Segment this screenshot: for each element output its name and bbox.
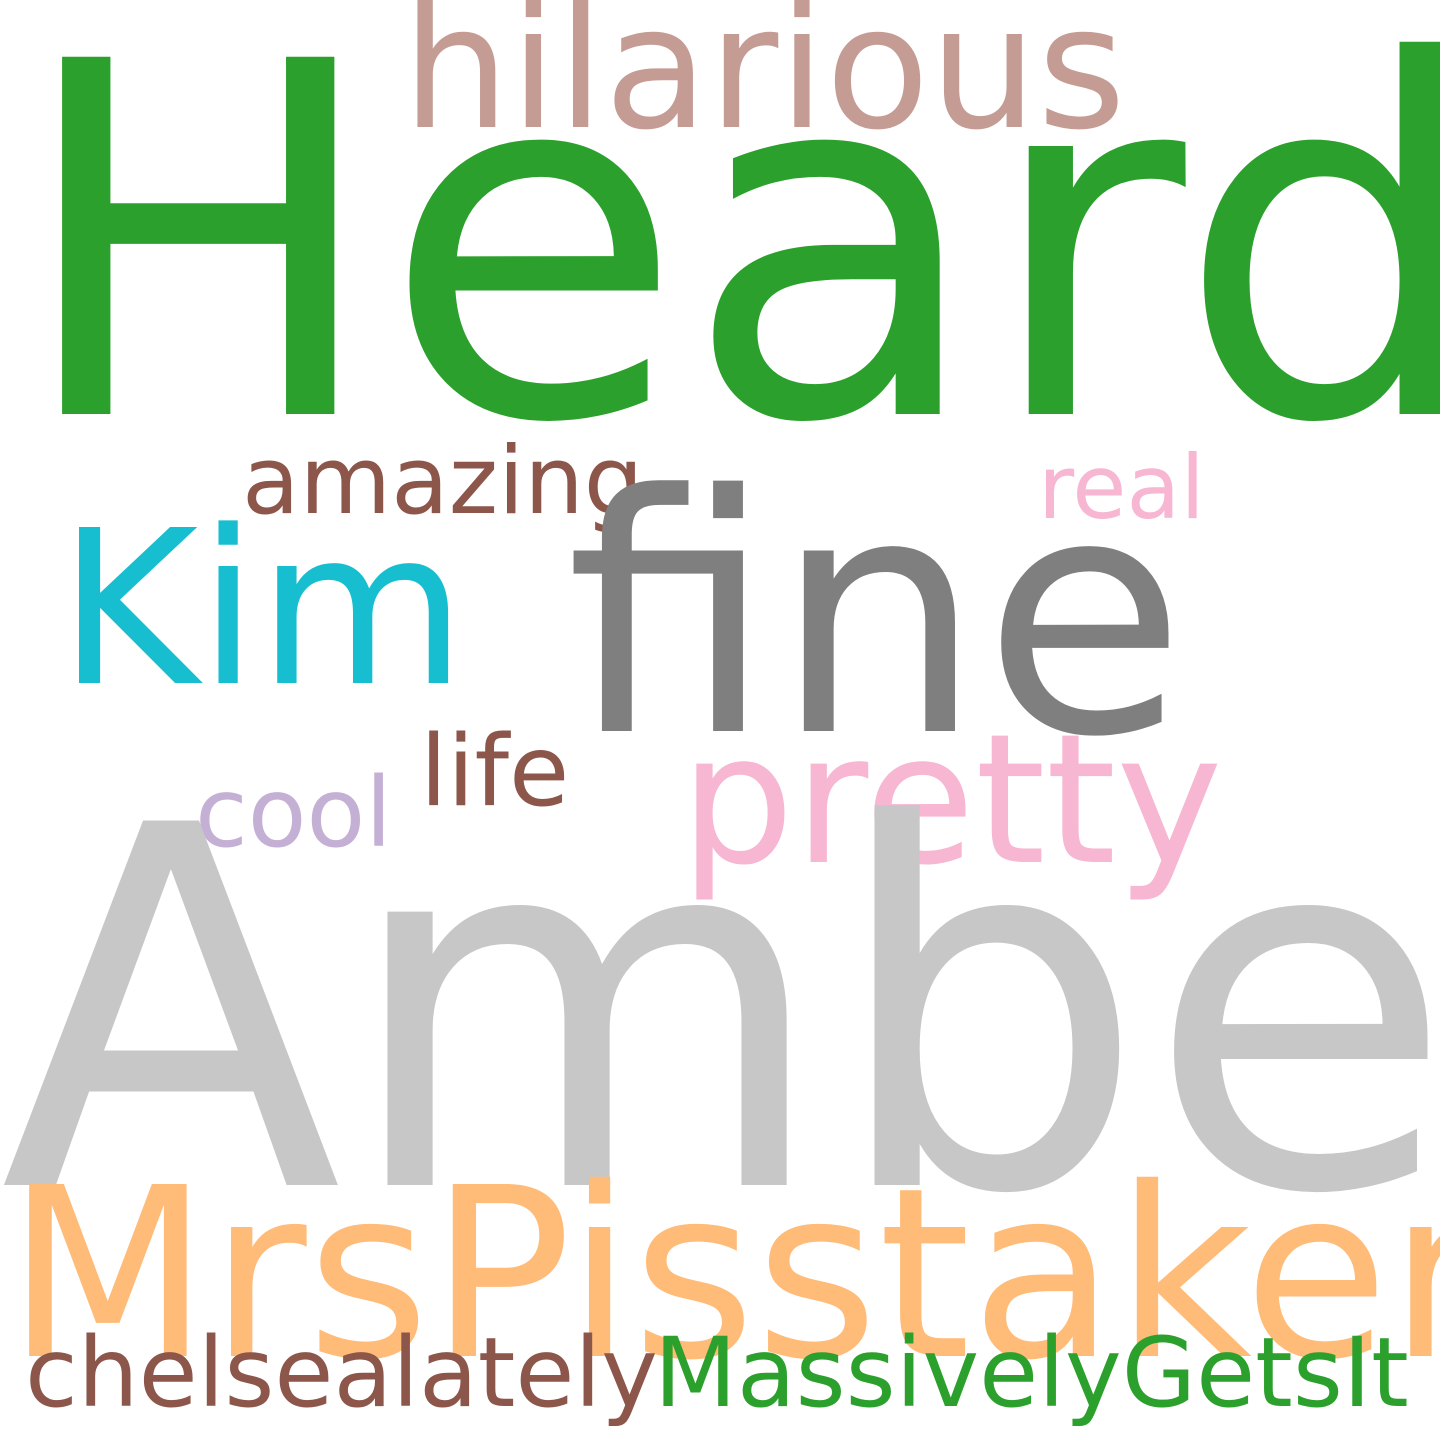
word-real: real: [1038, 436, 1205, 539]
word-amber: Amber: [0, 721, 1440, 1303]
word-massivelygetsit: MassivelyGetsIt: [654, 1317, 1409, 1429]
word-fine: fine: [566, 425, 1187, 809]
word-pretty: pretty: [680, 696, 1223, 905]
word-chelsealately: chelsealately: [25, 1317, 658, 1429]
word-hilarious: hilarious: [402, 0, 1126, 168]
word-cool: cool: [195, 757, 392, 869]
word-mrspisstaker: MrsPisstaker: [6, 1137, 1440, 1412]
word-amazing: amazing: [242, 427, 644, 536]
word-kim: Kim: [58, 485, 467, 734]
word-life: life: [420, 715, 570, 829]
word-heard: Heard: [14, 0, 1440, 530]
